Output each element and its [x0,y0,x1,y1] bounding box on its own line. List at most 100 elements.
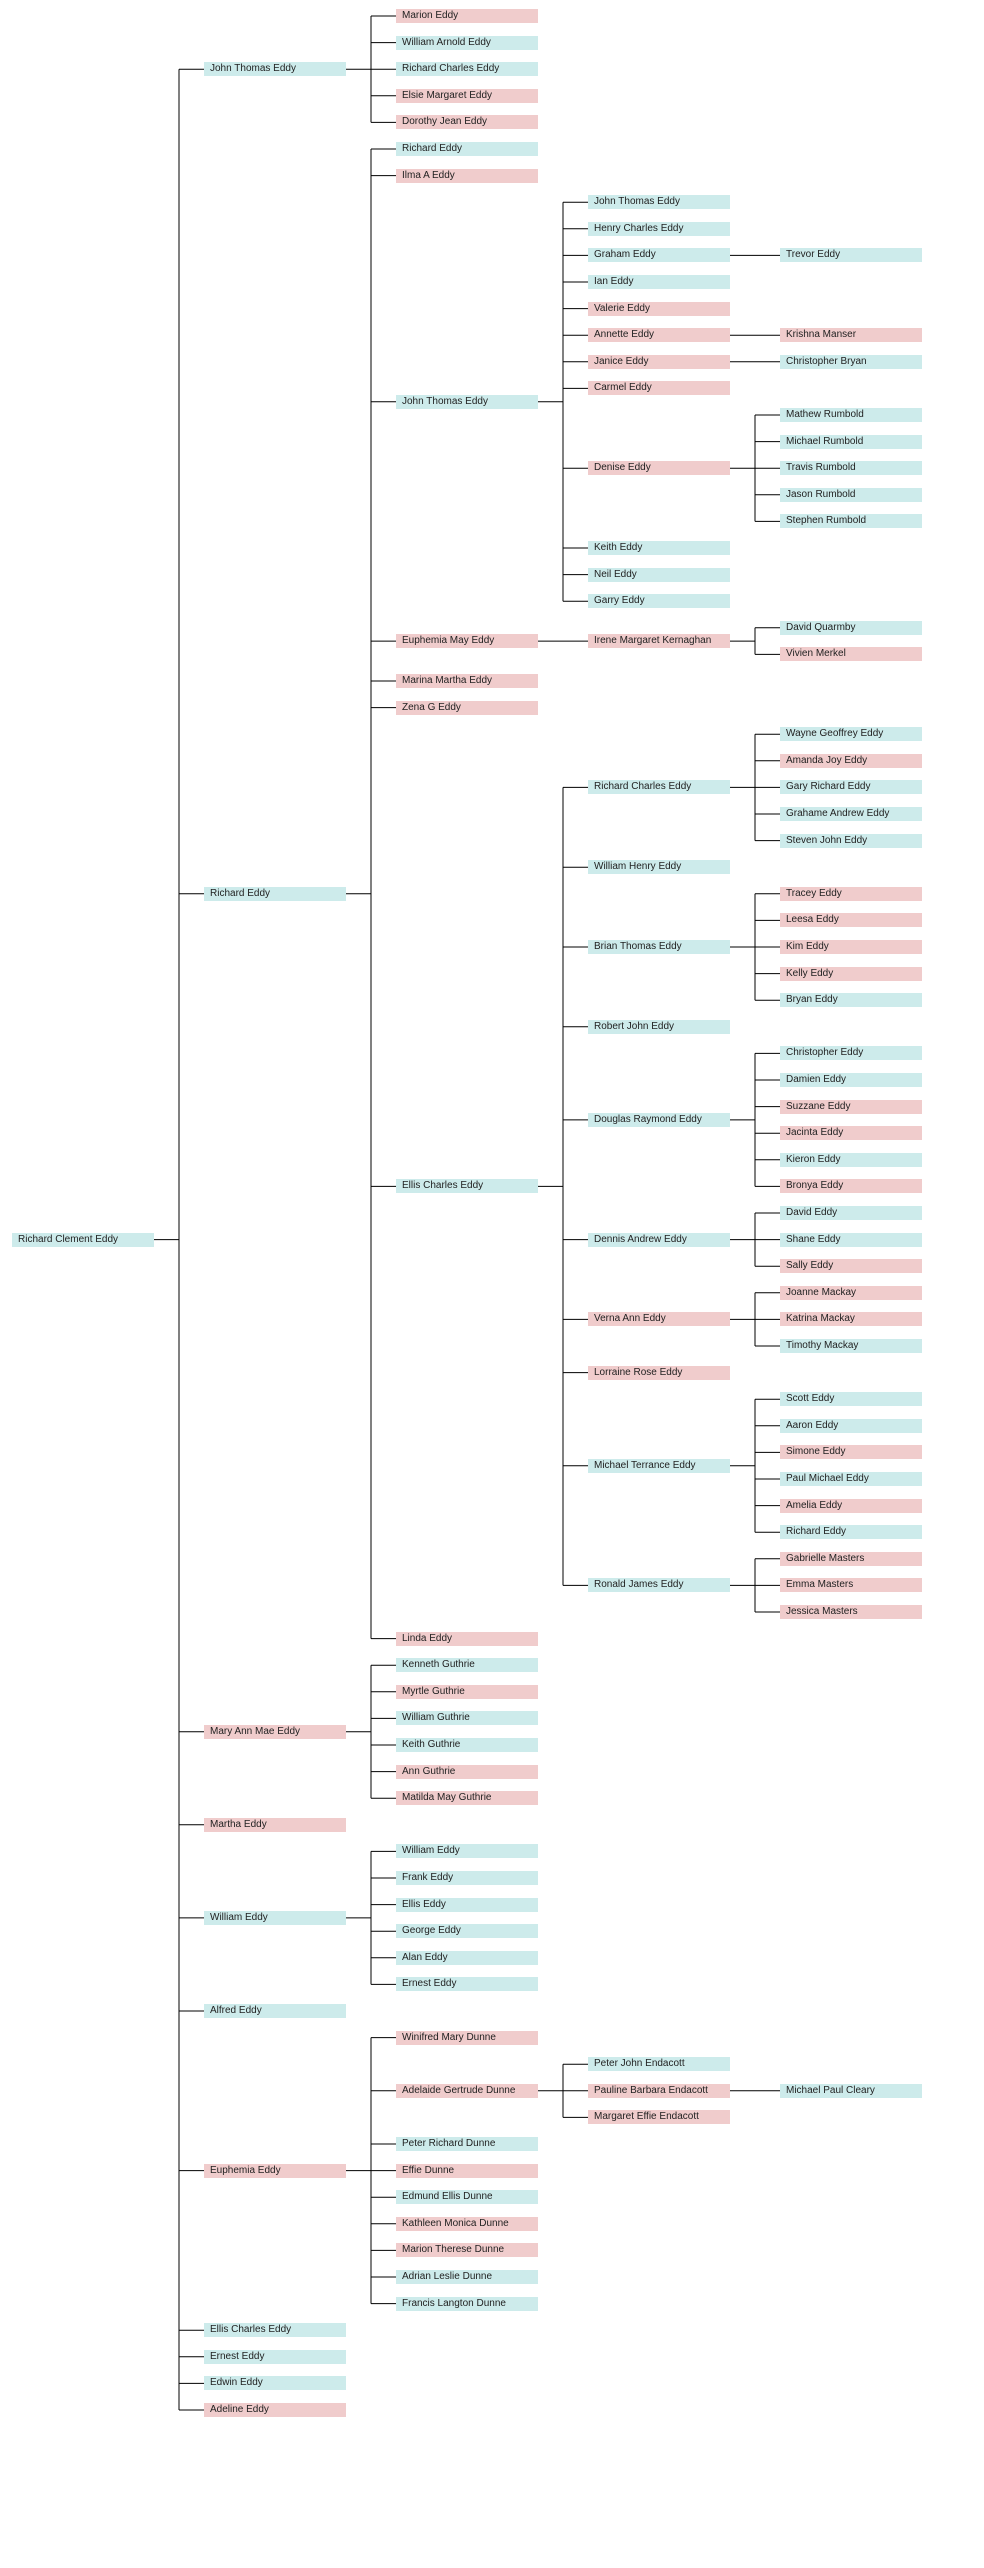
person-node[interactable]: Dorothy Jean Eddy [396,115,538,130]
person-node[interactable]: William Arnold Eddy [396,35,538,50]
person-node[interactable]: Douglas Raymond Eddy [588,1112,730,1127]
person-node[interactable]: Gary Richard Eddy [780,780,922,795]
person-node[interactable]: Steven John Eddy [780,833,922,848]
person-node[interactable]: Janice Eddy [588,354,730,369]
person-node[interactable]: Shane Eddy [780,1232,922,1247]
person-node[interactable]: Martha Eddy [204,1817,346,1832]
person-node[interactable]: Ellis Eddy [396,1897,538,1912]
person-node[interactable]: Annette Eddy [588,328,730,343]
person-node[interactable]: Jessica Masters [780,1605,922,1619]
person-node[interactable]: Christopher Eddy [780,1046,922,1061]
person-node[interactable]: Tracey Eddy [780,886,922,901]
person-node[interactable]: Winifred Mary Dunne [396,2030,538,2045]
person-node[interactable]: Valerie Eddy [588,301,730,316]
person-node[interactable]: Kelly Eddy [780,966,922,981]
person-node[interactable]: Elsie Margaret Eddy [396,88,538,103]
person-node[interactable]: Richard Clement Eddy [12,1232,154,1247]
person-node[interactable]: Brian Thomas Eddy [588,940,730,954]
person-node[interactable]: Denise Eddy [588,461,730,476]
person-node[interactable]: Amanda Joy Eddy [780,753,922,768]
person-node[interactable]: Scott Eddy [780,1392,922,1407]
person-node[interactable]: Ernest Eddy [396,1977,538,1992]
person-node[interactable]: Euphemia Eddy [204,2163,346,2178]
person-node[interactable]: Kim Eddy [780,940,922,954]
person-node[interactable]: John Thomas Eddy [396,394,538,409]
person-node[interactable]: Dennis Andrew Eddy [588,1232,730,1247]
person-node[interactable]: Pauline Barbara Endacott [588,2083,730,2098]
person-node[interactable]: Michael Paul Cleary [780,2083,922,2098]
person-node[interactable]: Peter Richard Dunne [396,2137,538,2151]
person-node[interactable]: Travis Rumbold [780,461,922,476]
person-node[interactable]: Verna Ann Eddy [588,1312,730,1327]
person-node[interactable]: Ernest Eddy [204,2349,346,2364]
person-node[interactable]: Christopher Bryan [780,354,922,369]
person-node[interactable]: Jason Rumbold [780,487,922,502]
person-node[interactable]: George Eddy [396,1924,538,1939]
person-node[interactable]: Sally Eddy [780,1259,922,1274]
person-node[interactable]: Garry Eddy [588,594,730,609]
person-node[interactable]: Michael Rumbold [780,434,922,449]
person-node[interactable]: Bryan Eddy [780,993,922,1008]
person-node[interactable]: Vivien Merkel [780,647,922,662]
person-node[interactable]: Alan Eddy [396,1950,538,1965]
person-node[interactable]: Carmel Eddy [588,381,730,396]
person-node[interactable]: Leesa Eddy [780,913,922,928]
person-node[interactable]: Irene Margaret Kernaghan [588,634,730,649]
person-node[interactable]: David Eddy [780,1206,922,1220]
person-node[interactable]: Katrina Mackay [780,1312,922,1327]
person-node[interactable]: Marina Martha Eddy [396,674,538,688]
person-node[interactable]: Henry Charles Eddy [588,221,730,236]
person-node[interactable]: Ellis Charles Eddy [396,1179,538,1194]
person-node[interactable]: Marion Eddy [396,9,538,23]
person-node[interactable]: Adeline Eddy [204,2403,346,2417]
person-node[interactable]: Michael Terrance Eddy [588,1458,730,1473]
person-node[interactable]: Graham Eddy [588,248,730,263]
person-node[interactable]: Linda Eddy [396,1631,538,1646]
person-node[interactable]: Emma Masters [780,1578,922,1593]
person-node[interactable]: Richard Eddy [780,1525,922,1540]
person-node[interactable]: Keith Eddy [588,541,730,555]
person-node[interactable]: Grahame Andrew Eddy [780,807,922,821]
person-node[interactable]: David Quarmby [780,620,922,635]
person-node[interactable]: Zena G Eddy [396,700,538,715]
person-node[interactable]: John Thomas Eddy [588,195,730,210]
person-node[interactable]: Euphemia May Eddy [396,634,538,649]
person-node[interactable]: Ronald James Eddy [588,1578,730,1593]
person-node[interactable]: Amelia Eddy [780,1498,922,1513]
person-node[interactable]: Alfred Eddy [204,2004,346,2018]
person-node[interactable]: Wayne Geoffrey Eddy [780,727,922,742]
person-node[interactable]: Richard Charles Eddy [588,780,730,795]
person-node[interactable]: Bronya Eddy [780,1179,922,1194]
person-node[interactable]: Simone Eddy [780,1445,922,1460]
person-node[interactable]: Robert John Eddy [588,1019,730,1034]
person-node[interactable]: Ilma A Eddy [396,168,538,183]
person-node[interactable]: Ann Guthrie [396,1764,538,1779]
person-node[interactable]: Trevor Eddy [780,248,922,263]
person-node[interactable]: Neil Eddy [588,567,730,582]
person-node[interactable]: Stephen Rumbold [780,514,922,529]
person-node[interactable]: William Eddy [396,1844,538,1859]
person-node[interactable]: Timothy Mackay [780,1339,922,1353]
person-node[interactable]: Damien Eddy [780,1073,922,1087]
person-node[interactable]: Aaron Eddy [780,1418,922,1433]
person-node[interactable]: Suzzane Eddy [780,1099,922,1114]
person-node[interactable]: Joanne Mackay [780,1285,922,1300]
person-node[interactable]: Matilda May Guthrie [396,1791,538,1806]
person-node[interactable]: Richard Charles Eddy [396,62,538,77]
person-node[interactable]: Mathew Rumbold [780,408,922,422]
person-node[interactable]: Myrtle Guthrie [396,1684,538,1699]
person-node[interactable]: Paul Michael Eddy [780,1472,922,1486]
person-node[interactable]: Lorraine Rose Eddy [588,1365,730,1380]
person-node[interactable]: William Eddy [204,1910,346,1925]
person-node[interactable]: Ellis Charles Eddy [204,2323,346,2338]
person-node[interactable]: Kenneth Guthrie [396,1658,538,1673]
person-node[interactable]: Frank Eddy [396,1871,538,1885]
person-node[interactable]: Kieron Eddy [780,1152,922,1167]
person-node[interactable]: Keith Guthrie [396,1738,538,1752]
person-node[interactable]: Kathleen Monica Dunne [396,2216,538,2231]
person-node[interactable]: Krishna Manser [780,328,922,343]
person-node[interactable]: Richard Eddy [204,886,346,901]
person-node[interactable]: Ian Eddy [588,275,730,289]
person-node[interactable]: William Henry Eddy [588,860,730,875]
person-node[interactable]: Adrian Leslie Dunne [396,2270,538,2284]
